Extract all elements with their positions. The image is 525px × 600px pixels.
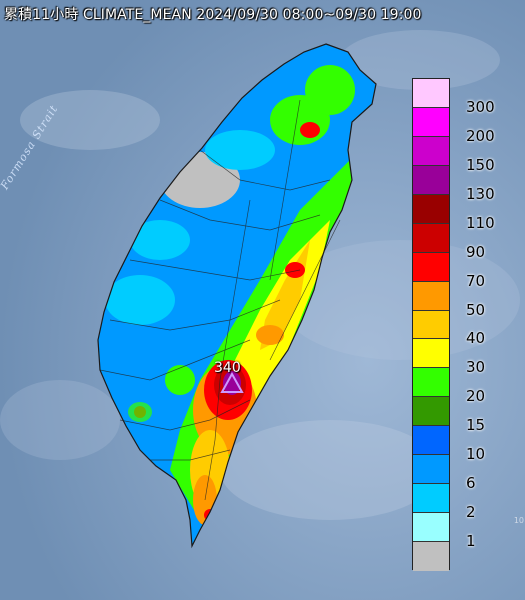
legend-labels: 300 200 150 130 110 90 70 50 40 30 20 15 10 6 2 1 [460,78,520,570]
legend-swatch [413,397,449,427]
legend-swatch [413,368,449,398]
cloud-patch [220,420,440,520]
island-outline [97,43,377,549]
legend-swatch [413,426,449,456]
max-value-label: 340 [214,360,241,376]
legend-swatch [413,281,449,311]
edge-fragment-text: 10 [513,516,524,525]
legend-swatch [413,339,449,369]
legend-tick-label: 10 [466,445,486,464]
legend-tick-label: 150 [466,155,495,174]
legend-swatch [413,136,449,166]
legend-tick-label: 110 [466,213,495,232]
legend-swatch [413,194,449,224]
legend-swatch [413,252,449,282]
legend-swatch [413,513,449,542]
legend-tick-label: 300 [466,97,495,116]
cloud-patch [0,380,120,460]
legend-tick-label: 70 [466,271,486,290]
legend-swatch [413,165,449,195]
legend-tick-label: 130 [466,184,495,203]
legend-swatch [413,455,449,485]
county-boundaries [99,99,341,501]
max-rainfall-marker [220,371,244,393]
legend-tick-label: 15 [466,416,486,435]
legend-tick-label: 90 [466,242,486,261]
legend-swatch [413,484,449,514]
legend-swatch [413,310,449,340]
legend-swatch [413,79,449,108]
legend-colorbar [412,78,450,571]
legend-tick-label: 30 [466,358,486,377]
legend-tick-label: 6 [466,474,476,493]
legend-swatch [413,107,449,137]
legend-tick-label: 200 [466,126,495,145]
legend-tick-label: 50 [466,300,486,319]
cloud-patch [340,30,500,90]
legend-tick-label: 2 [466,503,476,522]
map-title: 累積11小時 CLIMATE_MEAN 2024/09/30 08:00~09/… [4,7,422,23]
legend-tick-label: 20 [466,387,486,406]
legend-tick-label: 40 [466,329,486,348]
legend-swatch [413,542,449,571]
legend-swatch [413,223,449,253]
cloud-patch [280,240,520,360]
legend-tick-label: 1 [466,532,476,551]
cloud-patch [20,90,160,150]
